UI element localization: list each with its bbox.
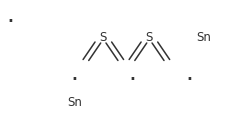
Text: ·: · <box>6 10 14 34</box>
Text: S: S <box>100 31 107 44</box>
Text: S: S <box>146 31 153 44</box>
Text: Sn: Sn <box>197 31 212 44</box>
Text: ·: · <box>185 68 193 92</box>
Text: ·: · <box>128 68 136 92</box>
Text: ·: · <box>71 68 79 92</box>
Text: Sn: Sn <box>67 96 82 109</box>
